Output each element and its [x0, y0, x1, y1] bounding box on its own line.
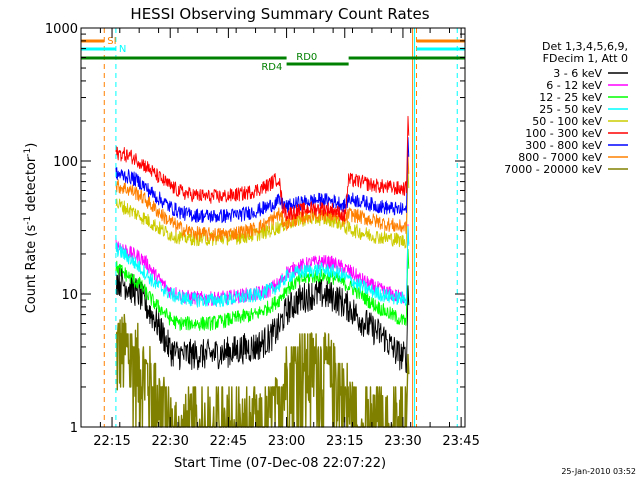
legend-header-line: Det 1,3,4,5,6,9, — [542, 40, 628, 53]
legend-item-label: 50 - 100 keV — [532, 115, 602, 128]
flag-label-rd4: RD4 — [261, 62, 282, 73]
legend-header-line: FDecim 1, Att 0 — [543, 52, 628, 65]
y-tick-label: 100 — [53, 155, 78, 170]
x-tick-label: 22:15 — [93, 434, 130, 449]
x-axis-label: Start Time (07-Dec-08 22:07:22) — [174, 456, 386, 471]
x-tick-label: 23:15 — [326, 434, 363, 449]
y-tick-label: 10 — [61, 288, 78, 303]
series-line-2 — [115, 248, 410, 331]
legend-item-label: 3 - 6 keV — [553, 67, 602, 80]
flag-label-n: N — [119, 44, 126, 55]
legend-item-label: 7000 - 20000 keV — [504, 163, 602, 176]
legend: Det 1,3,4,5,6,9,FDecim 1, Att 0 3 - 6 keV… — [504, 40, 628, 176]
y-tick-label: 1 — [70, 421, 78, 436]
x-tick-label: 23:30 — [384, 434, 421, 449]
series-line-5 — [115, 115, 410, 222]
y-axis-label-mid: detector — [24, 156, 39, 216]
series-line-6 — [115, 136, 410, 224]
x-tick-label: 23:00 — [268, 434, 305, 449]
x-tick-label: 22:45 — [210, 434, 247, 449]
flag-label-rd0: RD0 — [296, 52, 317, 63]
flag-label-si: SI — [107, 36, 116, 47]
y-tick-label: 1000 — [45, 22, 78, 37]
x-tick-label: 22:30 — [151, 434, 188, 449]
x-tick-label: 23:45 — [442, 434, 479, 449]
y-axis-label-end: ) — [24, 143, 39, 148]
series-line-3 — [115, 226, 410, 308]
y-axis-label-main: Count Rate (s — [24, 225, 39, 314]
legend-item-label: 800 - 7000 keV — [518, 151, 602, 164]
series-line-7 — [115, 154, 410, 242]
legend-item-label: 25 - 50 keV — [539, 103, 602, 116]
series-line-0 — [115, 266, 410, 374]
y-axis-label: Count Rate (s-1 detector-1) — [23, 143, 39, 314]
y-axis-label-exponent-2: -1 — [23, 148, 33, 157]
plot-frame — [80, 27, 466, 428]
chart-title: HESSI Observing Summary Count Rates — [130, 5, 429, 23]
legend-item-label: 300 - 800 keV — [525, 139, 602, 152]
legend-item-label: 6 - 12 keV — [546, 79, 602, 92]
legend-item-label: 12 - 25 keV — [539, 91, 602, 104]
timestamp: 25-Jan-2010 03:52 — [561, 467, 636, 476]
plot-area: SIN RD0 RD4 — [81, 28, 465, 428]
axes: 1 10 100 1000 22:15 22:30 22:45 23:00 23:15 23:30… — [45, 22, 480, 449]
y-axis-label-exponent-1: -1 — [23, 216, 33, 225]
legend-item-label: 100 - 300 keV — [525, 127, 602, 140]
